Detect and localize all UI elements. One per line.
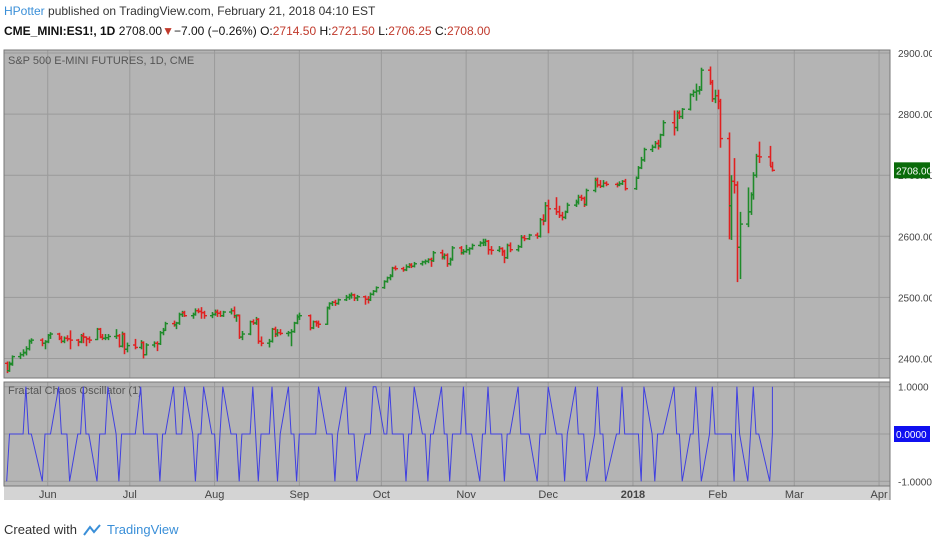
x-tick-label: Sep: [290, 489, 310, 501]
last-price: 2708.00: [118, 24, 163, 38]
x-tick-label: 2018: [621, 489, 645, 501]
symbol-label[interactable]: CME_MINI:ES1!, 1D: [4, 24, 116, 38]
oscillator-line: [6, 386, 773, 482]
price-tick-label: 2800.00: [898, 110, 932, 121]
x-tick-label: Feb: [708, 489, 727, 501]
x-tick-label: Dec: [538, 489, 558, 501]
osc-pane-title: Fractal Chaos Oscillator (1): [8, 385, 142, 397]
osc-tick-label: 1.0000: [898, 383, 929, 394]
osc-value-tag: [894, 426, 930, 442]
price-tick-label: 2900.00: [898, 49, 932, 60]
ohlc-legend: CME_MINI:ES1!, 1D 2708.00▼−7.00 (−0.26%)…: [4, 24, 490, 38]
publish-text: published on TradingView.com, February 2…: [44, 4, 376, 18]
tradingview-logo-icon: [83, 523, 101, 536]
change-value: −7.00 (−0.26%): [173, 24, 257, 38]
last-price-tag-label: 2708.00: [896, 166, 932, 177]
close-label: C:: [434, 24, 447, 38]
footer: Created with TradingView: [4, 522, 179, 537]
low-label: L:: [378, 24, 389, 38]
osc-value-tag-label: 0.0000: [896, 430, 927, 441]
osc-tick-label: -1.0000: [898, 477, 932, 488]
price-tick-label: 2400.00: [898, 354, 932, 365]
chart-area[interactable]: Jun Jul Aug Sep Oct Nov Dec 2018 Feb Mar Apr 2900.0…: [0, 44, 932, 516]
tradingview-link[interactable]: TradingView: [106, 522, 179, 537]
x-tick-label: Nov: [456, 489, 476, 501]
x-tick-label: Aug: [205, 489, 225, 501]
publish-info: HPotter published on TradingView.com, Fe…: [4, 4, 375, 18]
down-arrow-icon: ▼: [162, 24, 174, 38]
high-value: 2721.50: [331, 24, 375, 38]
open-value: 2714.50: [272, 24, 317, 38]
x-tick-label: Oct: [373, 489, 390, 501]
price-tick-label: 2500.00: [898, 293, 932, 304]
x-tick-label: Apr: [870, 489, 887, 501]
time-axis-band: [4, 486, 890, 500]
close-value: 2708.00: [446, 24, 491, 38]
x-tick-label: Jun: [39, 489, 57, 501]
low-value: 2706.25: [388, 24, 432, 38]
price-pane-title: S&P 500 E-MINI FUTURES, 1D, CME: [8, 55, 194, 67]
x-tick-label: Jul: [123, 489, 137, 501]
x-tick-label: Mar: [785, 489, 804, 501]
author-link[interactable]: HPotter: [4, 4, 45, 18]
created-with-text: Created with: [4, 522, 77, 537]
price-pane: [4, 50, 890, 378]
last-price-tag: [894, 162, 930, 179]
high-label: H:: [319, 24, 332, 38]
price-tick-label: 2600.00: [898, 232, 932, 243]
open-label: O:: [260, 24, 273, 38]
